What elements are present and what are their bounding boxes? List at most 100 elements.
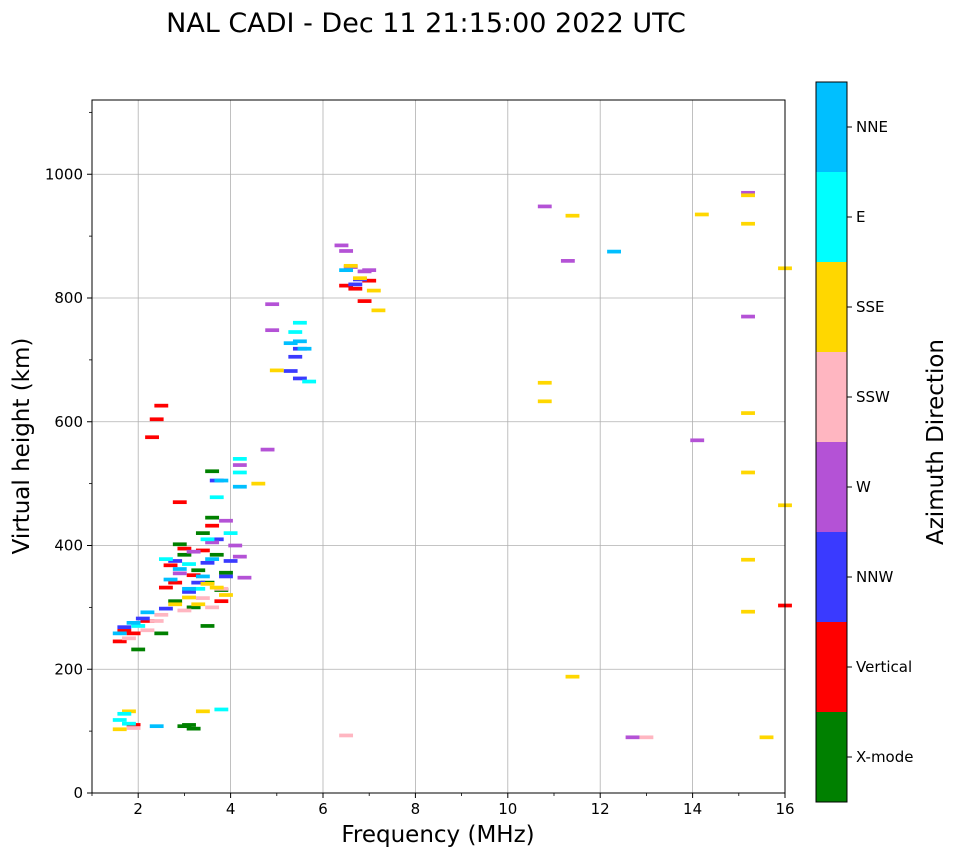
data-point [182,723,196,727]
data-point [265,328,280,333]
data-point [112,718,127,722]
colorbar-tick-label: SSW [856,388,890,406]
colorbar-tick-label: Vertical [856,658,912,676]
data-point [172,567,187,571]
y-tick-label: 200 [54,660,83,678]
data-point [200,624,215,628]
data-point [112,727,127,732]
data-point [177,552,192,557]
data-point [288,330,303,334]
data-point [232,457,247,461]
data-point [200,560,215,565]
data-point [195,709,210,714]
data-point [126,620,141,625]
colorbar-frame [815,81,848,803]
data-point [205,515,220,520]
colorbar-segment [816,352,847,442]
data-point [223,559,238,563]
data-point [232,554,247,559]
data-point [205,540,220,545]
colorbar-tick-label: X-mode [856,748,913,766]
data-point [122,709,136,714]
data-point [186,573,201,578]
data-point [158,606,173,611]
x-tick-label: 16 [775,800,794,818]
data-point [186,549,201,554]
data-point [195,531,210,535]
colorbar-tick-label: SSE [856,298,885,316]
data-point [237,575,252,580]
data-point [741,221,755,226]
data-point [297,346,312,351]
data-point [117,711,132,716]
data-point [219,574,233,579]
colorbar-segment [816,262,847,352]
colorbar-tick-label: NNE [856,118,888,136]
data-point [362,268,377,273]
data-point [122,636,136,641]
data-point [690,438,705,443]
data-point [357,299,372,303]
x-tick-label: 4 [226,800,236,818]
data-point [366,288,381,293]
data-point [560,259,575,263]
data-point [292,320,307,325]
data-point [741,314,755,319]
data-point [339,733,354,738]
y-tick-label: 0 [73,784,83,802]
data-point [154,612,169,617]
data-point [140,610,155,615]
y-tick-label: 400 [54,537,83,555]
data-point [223,531,238,535]
data-point [214,599,229,604]
data-point [154,631,169,636]
data-point [260,447,275,452]
data-point [140,628,155,633]
y-tick-label: 800 [54,289,83,307]
data-point [339,268,354,273]
data-point [741,411,755,415]
y-axis-label: Virtual height (km) [9,338,35,555]
data-point [205,557,220,561]
colorbar-segment [816,532,847,622]
data-point [292,376,307,381]
data-point [131,624,146,628]
data-point [741,470,755,475]
azimuth-colorbar: X-mode Vertical NNW W SSW SSE E NNE [815,81,913,803]
x-axis-ticks: 2 4 6 8 10 12 14 16 [91,793,795,818]
data-point [334,243,349,248]
colorbar-label: Azimuth Direction [923,339,949,545]
data-point [195,548,210,553]
data-point [186,726,201,731]
data-point [163,563,178,568]
data-point [205,469,220,474]
data-point [191,602,206,607]
data-point [339,249,354,253]
data-point [126,726,141,730]
data-point [191,586,206,591]
data-point [741,190,755,195]
data-point [112,631,127,636]
data-point [228,543,243,548]
plot-frame [91,99,786,794]
data-point [565,674,580,679]
data-point [168,599,183,604]
data-point [168,559,183,563]
y-tick-label: 1000 [45,165,83,183]
grid-lines [92,100,786,793]
data-point [158,557,173,561]
data-point [126,631,141,636]
x-axis-label: Frequency (MHz) [341,822,534,848]
x-tick-label: 6 [318,800,328,818]
data-point [353,276,367,281]
data-point [117,625,132,630]
data-point [172,500,187,505]
data-point [205,605,220,610]
data-point [177,546,192,551]
data-point [149,619,164,623]
data-point [348,282,363,287]
y-tick-label: 600 [54,413,83,431]
colorbar-segment [816,172,847,262]
data-point [209,552,224,557]
